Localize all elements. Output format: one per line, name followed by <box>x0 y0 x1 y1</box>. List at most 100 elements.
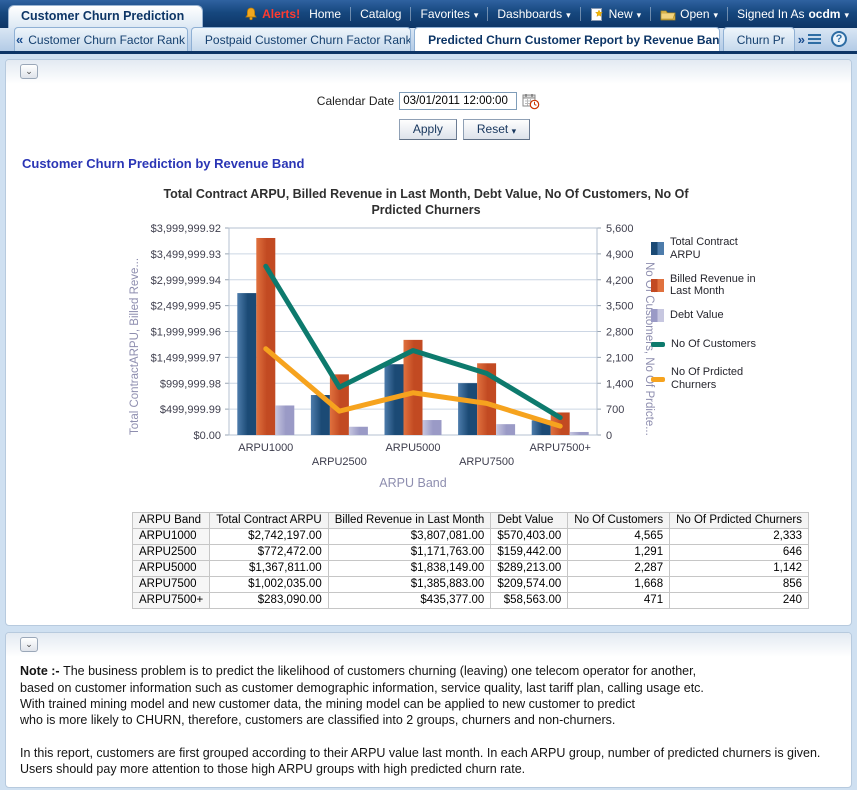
tab-customer-churn-factor-rank[interactable]: Customer Churn Factor Rank <box>14 27 188 51</box>
bar[interactable] <box>329 374 349 436</box>
legend-swatch-icon <box>651 278 664 292</box>
chevron-down-icon: ▾ <box>473 9 479 20</box>
table-cell: $58,563.00 <box>490 592 569 610</box>
note-label: Note :- <box>20 664 64 679</box>
prompt-buttons: Apply Reset ▾ <box>6 119 851 140</box>
report-section: ⌄ Calendar Date Apply Reset ▾ <box>5 59 852 627</box>
table-cell: 2,287 <box>567 560 671 578</box>
bar[interactable] <box>569 432 589 436</box>
page-options-icon[interactable] <box>808 32 821 46</box>
chevron-down-icon: ▾ <box>713 9 719 20</box>
table-cell: $1,367,811.00 <box>209 560 329 578</box>
date-time-picker-icon[interactable] <box>522 93 540 110</box>
table-row: ARPU2500 $772,472.00 $1,171,763.00 $159,442… <box>131 544 810 562</box>
menu-separator <box>350 7 352 21</box>
help-icon[interactable]: ? <box>831 31 847 47</box>
table-cell: 1,142 <box>669 560 810 578</box>
favorites-menu[interactable]: Favorites ▾ <box>420 7 479 21</box>
folder-icon <box>660 8 676 21</box>
dashboards-menu[interactable]: Dashboards ▾ <box>497 7 571 21</box>
new-menu[interactable]: New ▾ <box>590 6 641 22</box>
chart-text: 2,100 <box>606 353 634 365</box>
table-cell: ARPU5000 <box>131 560 211 578</box>
chevron-down-icon: ▾ <box>844 9 849 20</box>
note-line: Users should pay more attention to those… <box>20 761 526 776</box>
bar[interactable] <box>275 405 295 436</box>
chart-text: 0 <box>606 430 612 442</box>
alerts-link[interactable]: Alerts! <box>244 7 300 21</box>
home-link[interactable]: Home <box>309 7 342 21</box>
signed-in-menu[interactable]: Signed In As ocdm ▾ <box>737 7 849 21</box>
table-cell: 471 <box>567 592 671 610</box>
legend-label: Total Contract ARPU <box>670 236 738 261</box>
chart-text: 5,600 <box>606 223 634 235</box>
table-row: ARPU7500+ $283,090.00 $435,377.00 $58,563.0… <box>131 592 810 610</box>
table-cell: ARPU7500 <box>131 576 211 594</box>
report-title: Customer Churn Prediction by Revenue Ban… <box>22 156 305 171</box>
table-cell: 240 <box>669 592 810 610</box>
tab-churn-pr-partial[interactable]: Churn Pr <box>722 27 795 51</box>
alerts-label: Alerts! <box>262 7 301 21</box>
table-cell: 4,565 <box>567 528 671 546</box>
signed-in-as-label: Signed In As <box>737 7 805 21</box>
scroll-tabs-left-button[interactable]: « <box>16 32 24 47</box>
chart-text: $2,999,999.94 <box>151 275 221 287</box>
table-cell: ARPU1000 <box>131 528 211 546</box>
collapse-section-button[interactable]: ⌄ <box>20 637 38 653</box>
chart-text: ARPU5000 <box>385 442 440 454</box>
tab-postpaid-customer-churn-factor-rank[interactable]: Postpaid Customer Churn Factor Rank <box>190 27 412 51</box>
note-line: Note :- The business problem is to predi… <box>20 664 697 679</box>
bar[interactable] <box>422 420 442 436</box>
calendar-date-prompt: Calendar Date <box>6 92 851 110</box>
menu-separator <box>410 7 412 21</box>
bar[interactable] <box>496 424 516 436</box>
chart-text: ARPU7500+ <box>529 442 590 454</box>
table-row: ARPU1000 $2,742,197.00 $3,807,081.00 $570,4… <box>131 528 810 546</box>
apply-button[interactable]: Apply <box>398 119 457 140</box>
catalog-link[interactable]: Catalog <box>360 7 402 21</box>
chart-title: Total Contract ARPU, Billed Revenue in L… <box>163 187 689 217</box>
chart-text: $2,499,999.95 <box>151 301 221 313</box>
table-cell: ARPU2500 <box>131 544 211 562</box>
table-cell: $159,442.00 <box>490 544 569 562</box>
tab-predicted-churn-customer-report[interactable]: Predicted Churn Customer Report by Reven… <box>414 27 720 51</box>
note-line: In this report, customers are first grou… <box>20 745 821 760</box>
chart-text: 4,200 <box>606 275 634 287</box>
bar[interactable] <box>237 293 257 436</box>
menu-separator <box>650 7 652 21</box>
line-series[interactable] <box>263 346 563 429</box>
legend-item: No Of Prdicted Churners <box>651 366 786 391</box>
chart-canvas[interactable]: $3,999,999.92 5,600 $3,499,999.93 4,900 $2,9… <box>124 222 684 510</box>
column-header: No Of Customers <box>567 512 671 530</box>
scroll-tabs-right-button[interactable]: » <box>797 32 805 47</box>
table-cell: $283,090.00 <box>209 592 329 610</box>
bar[interactable] <box>348 426 368 436</box>
table-row: ARPU7500 $1,002,035.00 $1,385,883.00 $209,5… <box>131 576 810 594</box>
chart-text: 3,500 <box>606 301 634 313</box>
dashboard-title-tab[interactable]: Customer Churn Prediction <box>8 5 204 28</box>
column-header: Debt Value <box>490 512 569 530</box>
churn-combo-chart[interactable]: $3,999,999.92 5,600 $3,499,999.93 4,900 $2,9… <box>124 222 824 510</box>
dashboard-title: Customer Churn Prediction <box>21 9 185 23</box>
top-navigation-bar: Customer Churn Prediction Alerts! Home C… <box>0 0 857 28</box>
collapse-section-button[interactable]: ⌄ <box>20 64 38 79</box>
table-cell: $570,403.00 <box>490 528 569 546</box>
bar[interactable] <box>256 238 276 436</box>
bar[interactable] <box>477 363 497 436</box>
bar[interactable] <box>458 383 478 436</box>
reset-button[interactable]: Reset ▾ <box>462 119 531 140</box>
bar[interactable] <box>310 395 330 436</box>
open-menu[interactable]: Open ▾ <box>660 7 718 21</box>
chart-text: $3,499,999.93 <box>151 249 221 261</box>
chart-legend: Total Contract ARPU Billed Revenue in Las… <box>651 236 786 402</box>
calendar-date-input[interactable] <box>399 92 518 110</box>
chart-text: $999,999.98 <box>160 379 221 391</box>
legend-label: Debt Value <box>670 308 724 321</box>
note-section: ⌄ Note :- The business problem is to pre… <box>5 632 852 788</box>
table-cell: 2,333 <box>669 528 810 546</box>
chart-text: ARPU Band <box>379 476 446 490</box>
legend-swatch-icon <box>651 308 664 322</box>
line-series[interactable] <box>263 264 563 421</box>
legend-item: No Of Customers <box>651 338 786 351</box>
bar[interactable] <box>403 340 423 436</box>
